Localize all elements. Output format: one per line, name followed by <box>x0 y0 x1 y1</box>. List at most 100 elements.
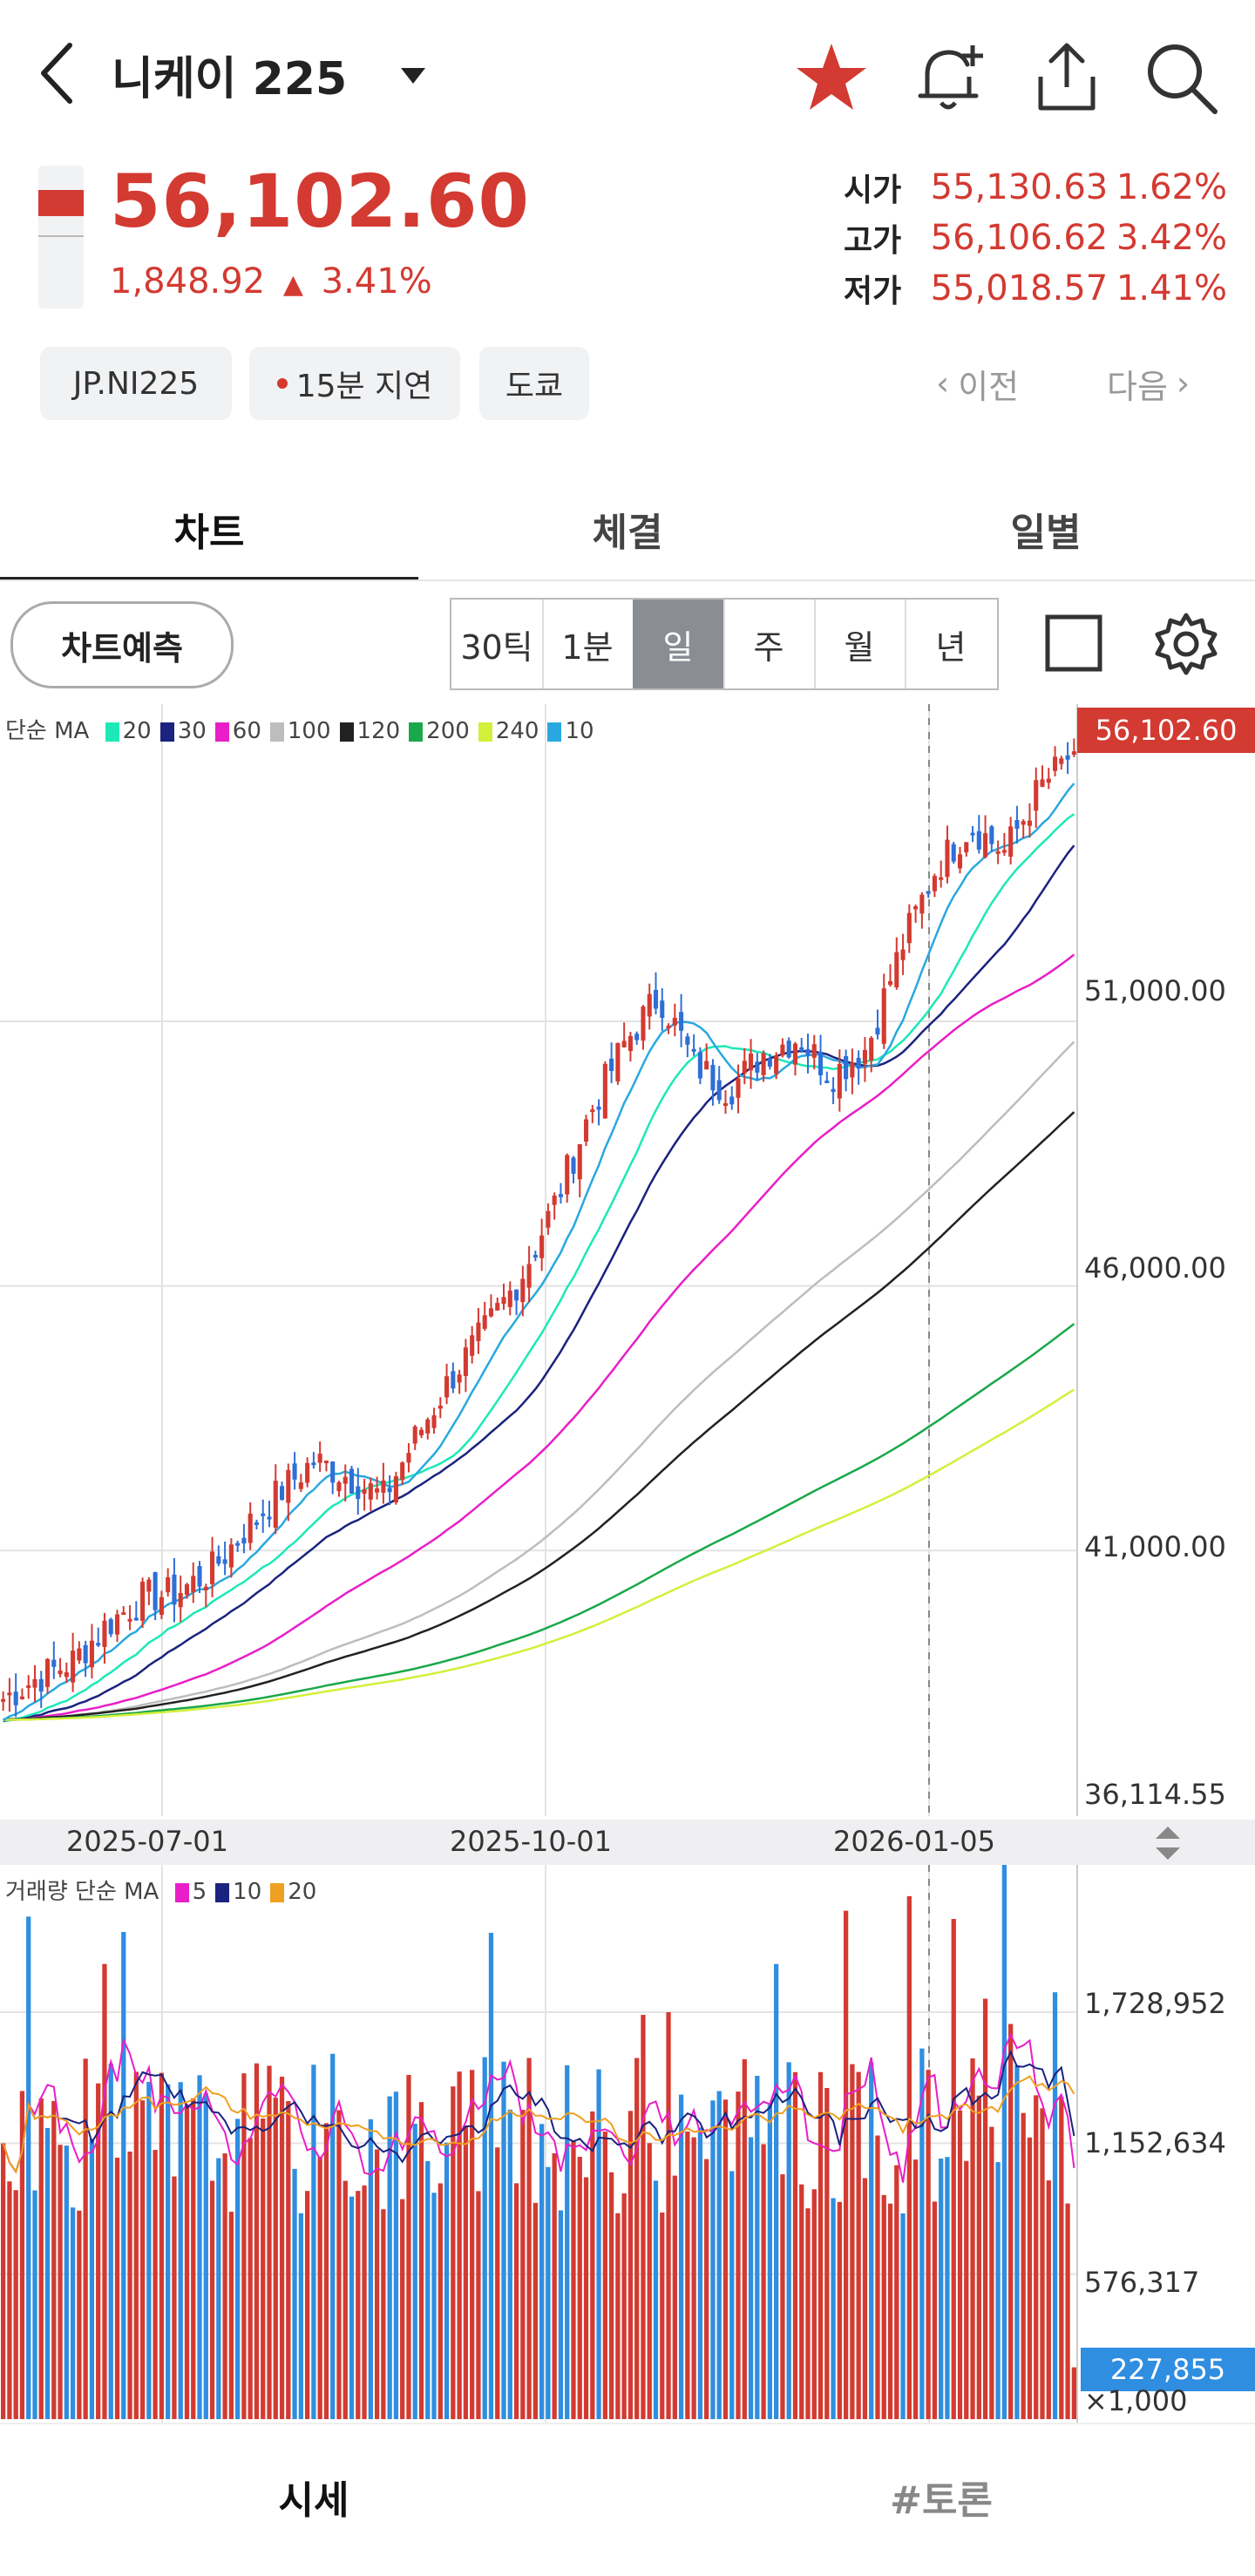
bottom-tab-quote[interactable]: 시세 <box>278 2478 349 2523</box>
candle-body <box>178 1593 183 1608</box>
candle-body <box>356 1486 361 1500</box>
candle-body <box>362 1489 367 1495</box>
tab-trades[interactable]: 체결 <box>592 511 663 555</box>
volume-bar <box>964 2160 969 2419</box>
volume-bar <box>932 2201 938 2419</box>
share-icon <box>1038 43 1096 111</box>
period-week[interactable]: 주 <box>723 600 816 688</box>
candle-body <box>153 1572 158 1610</box>
candle-body <box>1 1698 6 1702</box>
change-percent: 3.41% <box>321 261 432 302</box>
last-price-tag: 56,102.60 <box>1077 708 1255 753</box>
candle-body <box>767 1058 772 1067</box>
candle-body <box>628 1035 633 1052</box>
favorite-button[interactable] <box>793 38 870 115</box>
volume-bar <box>881 2194 886 2419</box>
candle-body <box>381 1480 386 1493</box>
volume-bar <box>887 2203 893 2419</box>
next-button[interactable]: 다음 › <box>1107 356 1220 411</box>
candle-body <box>621 1041 627 1047</box>
candle-body <box>438 1406 443 1409</box>
ma-line-10 <box>2 783 1075 1721</box>
volume-bar <box>912 2159 919 2419</box>
candle-body <box>1001 850 1007 853</box>
chart-predict-button[interactable]: 차트예측 <box>10 601 234 688</box>
candle-body <box>951 844 956 862</box>
volume-bar <box>634 2057 640 2419</box>
candle-body <box>146 1579 152 1592</box>
volume-bar <box>166 2084 171 2419</box>
candle-body <box>653 989 659 1009</box>
delay-label: 15분 지연 <box>295 369 433 404</box>
volume-bar <box>38 2098 44 2419</box>
volume-bar <box>197 2075 202 2419</box>
price-chart[interactable] <box>0 704 1255 1816</box>
candle-body <box>824 1080 830 1083</box>
volume-chart[interactable] <box>0 1865 1255 2423</box>
candle-body <box>387 1488 392 1493</box>
volume-bar <box>222 2153 227 2419</box>
candle-body <box>565 1155 570 1195</box>
prev-button[interactable]: ‹ 이전 <box>936 356 1049 411</box>
ma-line-100 <box>3 1041 1075 1721</box>
period-day[interactable]: 일 <box>633 600 725 688</box>
candle-body <box>44 1658 51 1687</box>
volume-bar <box>191 2098 196 2419</box>
volume-bar <box>470 2070 475 2419</box>
period-month[interactable]: 월 <box>814 600 906 688</box>
volume-unit: ×1,000 <box>1084 2384 1188 2417</box>
volume-bar <box>742 2059 747 2419</box>
title-dropdown[interactable] <box>397 63 429 89</box>
volume-bar <box>209 2180 215 2419</box>
volume-ma-legend: 거래량 단순 MA 5 10 20 <box>5 1874 316 1906</box>
price-ma-label-30: 30 <box>177 718 207 744</box>
page-title[interactable]: 니케이 225 <box>112 53 348 105</box>
settings-button[interactable] <box>1152 610 1220 678</box>
volume-bar <box>153 2150 158 2419</box>
candle-body <box>254 1522 260 1525</box>
volume-bar <box>856 2071 861 2419</box>
alert-button[interactable] <box>910 38 988 117</box>
candle-body <box>64 1672 69 1678</box>
pane-resize-handle[interactable] <box>1152 1825 1184 1861</box>
candle-body <box>799 1047 804 1052</box>
tab-daily[interactable]: 일별 <box>1010 511 1082 555</box>
period-30tick[interactable]: 30틱 <box>451 600 544 688</box>
candle-body <box>317 1454 322 1463</box>
candle-body <box>641 1007 646 1041</box>
candle-body <box>672 1017 677 1026</box>
period-1min[interactable]: 1분 <box>542 600 634 688</box>
volume-bar <box>660 2212 665 2419</box>
volume-bar <box>32 2190 37 2419</box>
candle-body <box>19 1696 24 1699</box>
period-year[interactable]: 년 <box>935 627 967 667</box>
candle-body <box>286 1469 291 1503</box>
volume-bar <box>1059 2097 1064 2419</box>
tab-chart[interactable]: 차트 <box>173 511 245 555</box>
ma-line-240 <box>3 1388 1075 1721</box>
volume-bar <box>957 2110 963 2419</box>
price-ma-label-20: 20 <box>122 718 152 744</box>
candle-body <box>742 1061 747 1074</box>
back-button[interactable] <box>31 38 84 108</box>
candle-body <box>862 1049 867 1064</box>
price-ma-swatch-200 <box>409 722 424 742</box>
candle-body <box>279 1486 285 1501</box>
candle-body <box>774 1054 779 1074</box>
fullscreen-button[interactable] <box>1044 613 1103 673</box>
volume-bar <box>691 2137 696 2419</box>
candle-body <box>83 1644 88 1664</box>
candle-body <box>926 891 931 894</box>
volume-bar <box>406 2075 411 2419</box>
last-volume-tag-text: 227,855 <box>1109 2353 1226 2386</box>
candle-body <box>375 1488 380 1493</box>
share-button[interactable] <box>1028 38 1107 117</box>
bottom-tab-discussion[interactable]: #토론 <box>890 2478 993 2523</box>
volume-bar <box>736 2091 741 2419</box>
search-button[interactable] <box>1142 38 1220 117</box>
candle-body <box>368 1483 373 1500</box>
tab-divider <box>0 580 1255 581</box>
candle-body <box>932 876 937 891</box>
volume-bar <box>976 2095 981 2419</box>
ma-line-30 <box>3 844 1075 1722</box>
